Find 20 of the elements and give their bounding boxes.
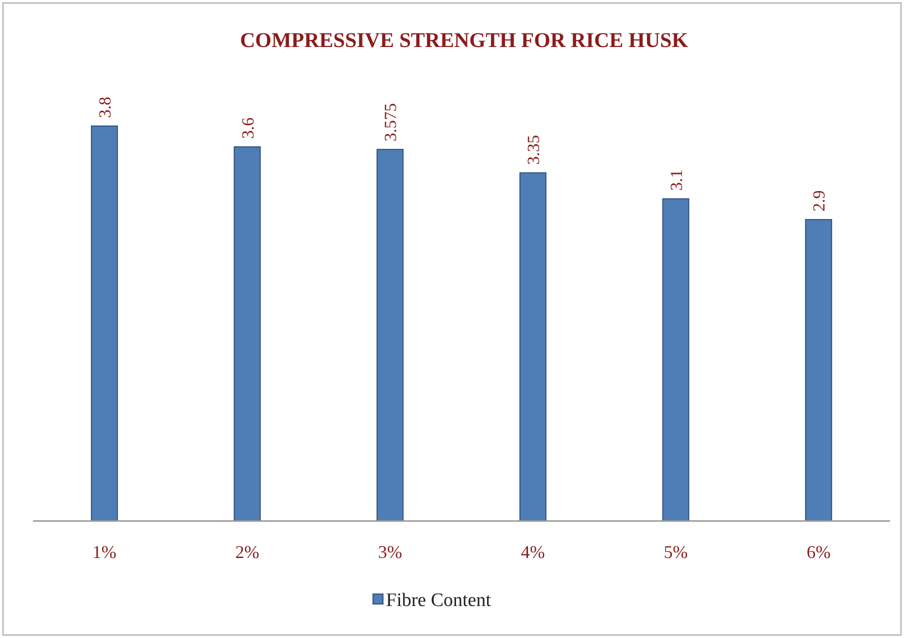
legend-label: Fibre Content <box>386 590 492 611</box>
x-tick-label: 4% <box>520 542 545 562</box>
data-label: 3.35 <box>524 135 543 165</box>
x-tick-label: 2% <box>235 542 260 562</box>
bar <box>90 126 118 522</box>
x-tick-label: 3% <box>378 542 402 562</box>
bar <box>662 198 690 522</box>
bar <box>519 172 546 522</box>
bar <box>805 219 832 522</box>
chart-title: COMPRESSIVE STRENGTH FOR RICE HUSK <box>240 28 689 52</box>
data-label: 3.1 <box>666 170 686 191</box>
data-label: 3.575 <box>381 103 400 142</box>
x-tick-label: 6% <box>806 542 831 562</box>
x-tick-label: 5% <box>664 542 688 562</box>
data-label: 3.8 <box>95 96 114 118</box>
x-tick-label: 1% <box>92 542 116 562</box>
bar <box>234 146 261 522</box>
bar <box>376 148 404 522</box>
data-label: 3.6 <box>238 118 258 139</box>
data-label: 2.9 <box>810 190 829 212</box>
